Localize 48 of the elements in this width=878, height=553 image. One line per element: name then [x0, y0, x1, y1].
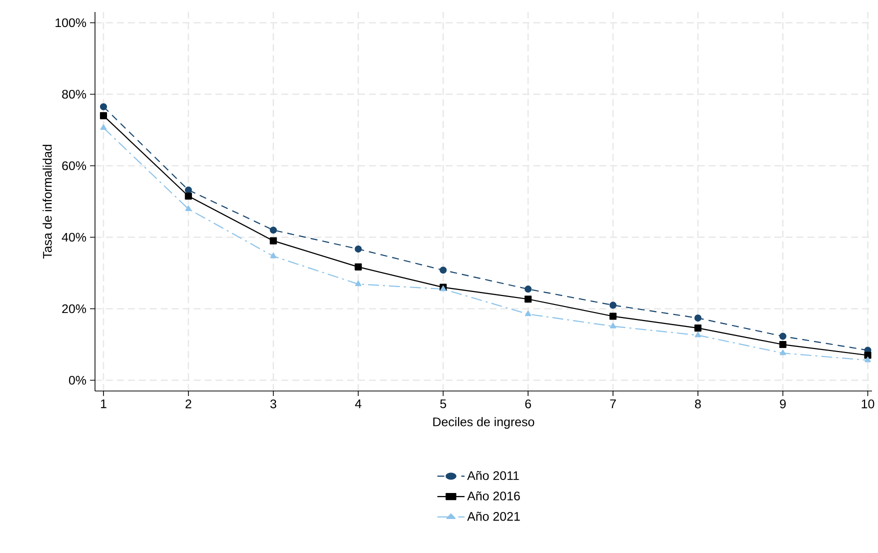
point [100, 124, 107, 130]
y-tick-label: 40% [62, 232, 86, 242]
point [609, 312, 617, 320]
x-tick-label: 3 [270, 400, 276, 408]
point [440, 266, 447, 274]
x-tick-label: 7 [610, 400, 616, 408]
point [184, 186, 192, 194]
point [270, 237, 277, 244]
x-tick-label: 9 [780, 400, 786, 408]
x-tick-label: 6 [525, 400, 532, 408]
x-tick-label: 5 [440, 400, 446, 408]
point [185, 205, 192, 212]
x-tick-label: 10 [862, 400, 874, 408]
legend-label: Año 2011 [467, 470, 519, 480]
point [524, 296, 532, 303]
point [779, 340, 786, 348]
point [100, 112, 108, 120]
x-tick-label: 1 [100, 400, 106, 408]
point [610, 322, 616, 328]
legend-label: Año 2016 [467, 491, 520, 500]
y-axis-title: Tasa de informalidad [42, 144, 52, 259]
point [354, 263, 362, 270]
point [779, 332, 786, 340]
x-tick-label: 2 [186, 400, 192, 408]
point [354, 246, 362, 253]
point [780, 350, 786, 356]
point [524, 286, 532, 293]
y-tick-label: 80% [62, 90, 86, 99]
point [864, 356, 871, 362]
point [184, 192, 192, 200]
point [270, 226, 277, 234]
point [609, 302, 617, 309]
y-tick-label: 60% [62, 161, 86, 170]
legend-label: Año 2021 [467, 512, 520, 521]
point [694, 332, 702, 338]
x-tick-label: 4 [355, 400, 362, 408]
point [694, 314, 702, 322]
y-tick-label: 0% [68, 376, 86, 385]
x-tick-label: 8 [695, 400, 701, 408]
point [100, 103, 108, 110]
point [270, 252, 276, 258]
point [694, 324, 702, 332]
y-tick-label: 100% [56, 18, 86, 28]
point [864, 352, 872, 359]
point [524, 310, 532, 316]
y-tick-label: 20% [62, 304, 86, 314]
point [355, 280, 362, 286]
x-axis-title: Deciles de ingreso [433, 417, 534, 429]
